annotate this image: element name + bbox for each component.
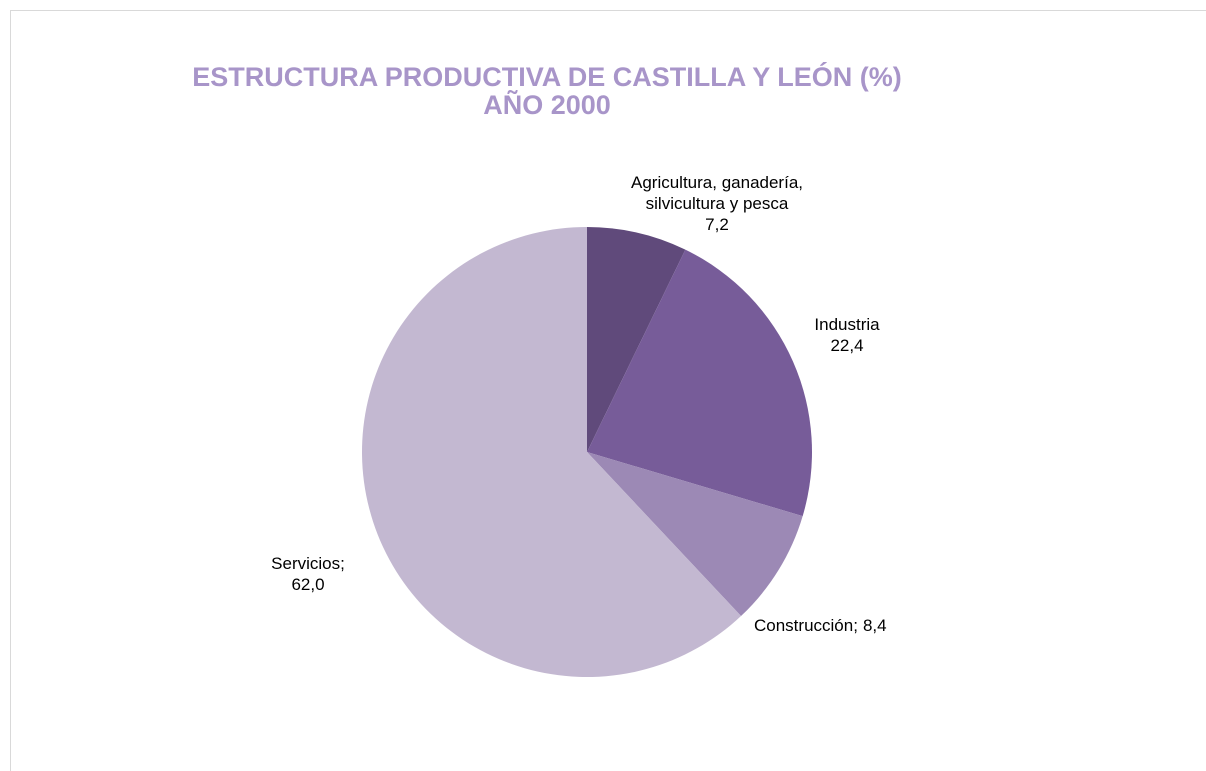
category-label: Industria bbox=[814, 315, 880, 334]
data-label: Industria 22,4 bbox=[787, 314, 907, 356]
data-label: Servicios; 62,0 bbox=[248, 553, 368, 595]
pie-slice bbox=[361, 227, 742, 677]
value-label: 22,4 bbox=[830, 336, 864, 355]
category-label: Servicios; bbox=[271, 554, 345, 573]
value-label: 7,2 bbox=[705, 215, 729, 234]
chart-frame bbox=[10, 10, 1206, 771]
category-label: Agricultura, ganadería, silvicultura y p… bbox=[631, 173, 803, 213]
category-label: Construcción; bbox=[754, 616, 858, 635]
chart-title: ESTRUCTURA PRODUCTIVA DE CASTILLA Y LEÓN… bbox=[192, 62, 902, 92]
pie-slice bbox=[587, 249, 812, 517]
data-label: Agricultura, ganadería, silvicultura y p… bbox=[602, 172, 832, 235]
value-label: 8,4 bbox=[862, 616, 887, 635]
chart-subtitle: AÑO 2000 bbox=[483, 90, 611, 120]
data-label: Construcción; 8,4 bbox=[754, 615, 954, 636]
pie-slice bbox=[587, 227, 686, 452]
value-label: 62,0 bbox=[291, 575, 325, 594]
pie-slice bbox=[587, 452, 803, 617]
